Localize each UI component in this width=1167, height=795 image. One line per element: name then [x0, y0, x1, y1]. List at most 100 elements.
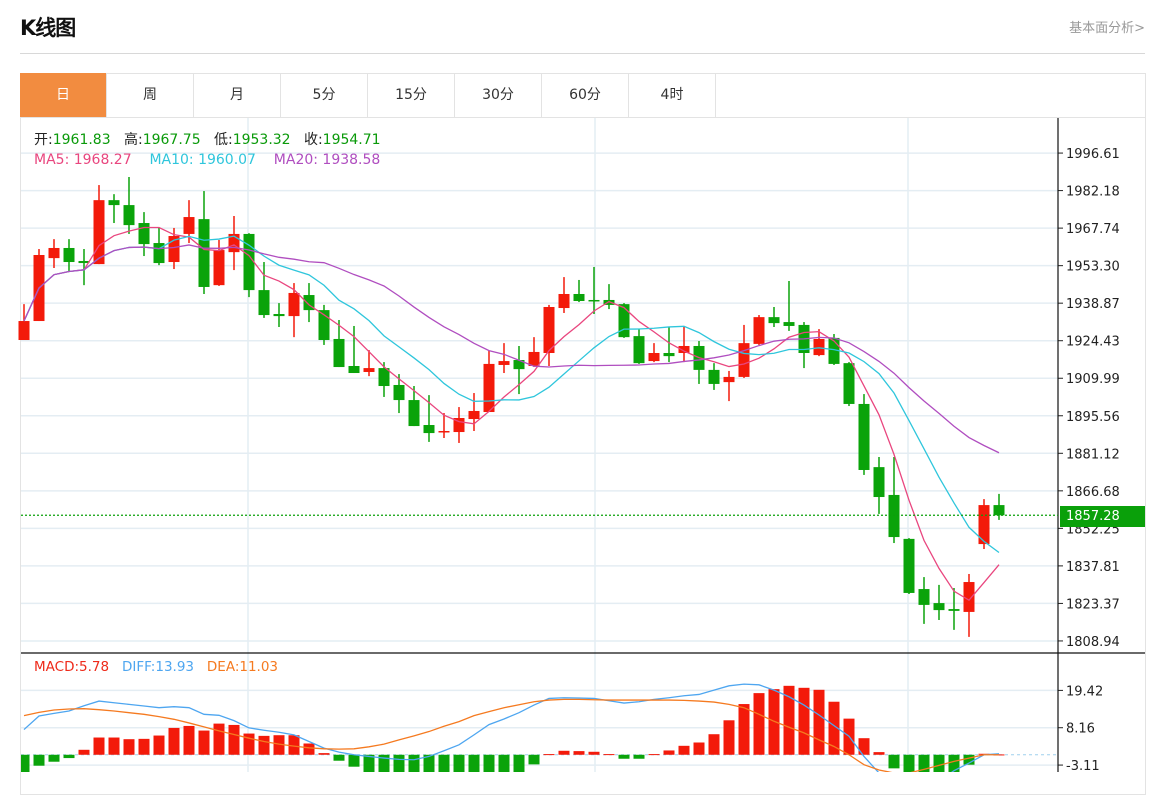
- kline-chart[interactable]: 1996.61 1982.18 1967.74 1953.30 1938.87 1924.…: [0, 0, 1167, 772]
- macd-bar: [123, 739, 135, 755]
- macd-bar: [573, 751, 585, 755]
- close-value: 1954.71: [322, 132, 381, 148]
- macd-bar: [753, 693, 765, 755]
- macd-bar: [543, 754, 555, 756]
- candle-down: [303, 283, 315, 323]
- candle-body: [543, 306, 555, 354]
- candle-body: [963, 582, 975, 612]
- macd-bar: [273, 735, 285, 755]
- candle-down: [348, 325, 360, 374]
- fundamental-analysis-link[interactable]: 基本面分析>: [1069, 21, 1145, 36]
- dea-line: [23, 698, 999, 772]
- candle-up: [963, 573, 975, 637]
- macd-bar: [63, 754, 75, 759]
- candle-up: [813, 329, 825, 357]
- candle-down: [783, 280, 795, 331]
- tab-week[interactable]: 周: [107, 73, 194, 117]
- candle-body: [933, 603, 945, 611]
- tab-day[interactable]: 日: [20, 73, 107, 117]
- candle-down: [798, 322, 810, 369]
- low-label: 低:: [213, 132, 233, 148]
- candle-body: [288, 292, 300, 317]
- price-tick-label: 1953.30: [1066, 260, 1120, 275]
- candle-body: [498, 361, 510, 365]
- macd-bar: [828, 701, 840, 755]
- candle-down: [858, 394, 870, 475]
- macd-bar: [528, 754, 540, 765]
- candle-down: [603, 284, 615, 310]
- candle-body: [783, 322, 795, 326]
- macd-bar: [588, 751, 600, 755]
- ma20-value: MA20: 1938.58: [273, 152, 381, 168]
- high-value: 1967.75: [142, 132, 201, 148]
- macd-bar: [378, 754, 390, 772]
- candle-down: [378, 362, 390, 397]
- tab-60min[interactable]: 60分: [542, 73, 629, 117]
- candle-body: [333, 338, 345, 368]
- macd-bar: [918, 754, 930, 772]
- candle-up: [288, 283, 300, 338]
- macd-bar: [453, 754, 465, 772]
- candle-up: [483, 350, 495, 413]
- candle-body: [558, 293, 570, 309]
- tab-30min[interactable]: 30分: [455, 73, 542, 117]
- macd-bar: [108, 737, 120, 755]
- candle-down: [333, 319, 345, 368]
- macd-bar: [198, 730, 210, 755]
- candle-down: [843, 362, 855, 407]
- macd-bar: [258, 735, 270, 755]
- candle-body: [318, 310, 330, 341]
- candle-up: [678, 325, 690, 363]
- price-tick-label: 1808.94: [1066, 635, 1120, 650]
- candle-body: [438, 430, 450, 433]
- candle-body: [858, 403, 870, 470]
- ma-readout: MA5: 1968.27 MA10: 1960.07 MA20: 1938.58: [34, 152, 380, 168]
- candle-down: [663, 327, 675, 363]
- macd-bar: [903, 754, 915, 772]
- macd-bar: [948, 754, 960, 772]
- candle-body: [168, 236, 180, 263]
- candle-body: [153, 243, 165, 264]
- macd-bar: [168, 727, 180, 755]
- candle-up: [468, 393, 480, 431]
- candle-down: [393, 374, 405, 414]
- candle-up: [738, 324, 750, 378]
- candle-body: [918, 589, 930, 605]
- ma5-value: MA5: 1968.27: [34, 152, 132, 168]
- macd-bar: [393, 754, 405, 772]
- macd-bar: [153, 735, 165, 755]
- macd-bar: [738, 704, 750, 755]
- tab-month[interactable]: 月: [194, 73, 281, 117]
- candle-down: [888, 456, 900, 544]
- close-label: 收:: [303, 132, 323, 148]
- macd-bar: [318, 753, 330, 755]
- price-tick-label: 1996.61: [1066, 147, 1120, 162]
- candle-body: [378, 368, 390, 387]
- price-tick-label: 1895.56: [1066, 410, 1120, 425]
- macd-bar: [363, 754, 375, 772]
- candle-down: [633, 329, 645, 364]
- tab-5min[interactable]: 5分: [281, 73, 368, 117]
- candle-down: [153, 227, 165, 266]
- candle-body: [123, 205, 135, 226]
- tab-4hour[interactable]: 4时: [629, 73, 716, 117]
- candle-body: [273, 314, 285, 317]
- candle-body: [453, 417, 465, 433]
- macd-tick-label: 19.42: [1066, 684, 1103, 699]
- candle-up: [93, 185, 105, 265]
- candle-body: [678, 345, 690, 354]
- macd-bar: [603, 754, 615, 756]
- candle-body: [138, 223, 150, 245]
- macd-bar: [723, 720, 735, 755]
- macd-bar: [813, 689, 825, 755]
- candle-up: [438, 413, 450, 439]
- macd-bar: [408, 754, 420, 772]
- macd-bar: [618, 754, 630, 759]
- candle-body: [993, 505, 1005, 516]
- candle-down: [258, 262, 270, 318]
- candle-up: [558, 277, 570, 313]
- macd-bar: [288, 735, 300, 755]
- candle-down: [573, 279, 585, 303]
- tab-15min[interactable]: 15分: [368, 73, 455, 117]
- candle-down: [933, 584, 945, 620]
